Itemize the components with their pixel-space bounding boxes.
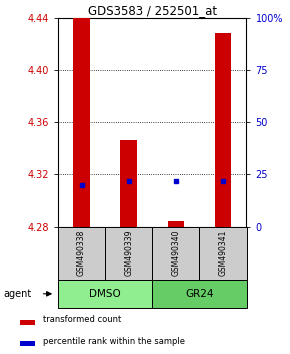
Bar — [20, 320, 35, 325]
Bar — [58, 280, 152, 308]
Text: GSM490338: GSM490338 — [77, 230, 86, 276]
Bar — [120, 141, 137, 227]
Bar — [215, 33, 231, 227]
Bar — [73, 18, 90, 227]
Text: transformed count: transformed count — [43, 315, 122, 324]
Bar — [200, 227, 246, 280]
Bar — [105, 227, 152, 280]
Bar — [58, 227, 105, 280]
Bar — [152, 227, 200, 280]
Title: GDS3583 / 252501_at: GDS3583 / 252501_at — [88, 4, 217, 17]
Bar — [152, 280, 246, 308]
Text: GSM490341: GSM490341 — [218, 230, 227, 276]
Bar — [20, 341, 35, 346]
Text: DMSO: DMSO — [89, 289, 121, 299]
Text: percentile rank within the sample: percentile rank within the sample — [43, 337, 185, 346]
Text: GR24: GR24 — [185, 289, 214, 299]
Text: GSM490339: GSM490339 — [124, 230, 133, 276]
Bar — [168, 221, 184, 227]
Text: agent: agent — [3, 289, 31, 299]
Text: GSM490340: GSM490340 — [171, 230, 180, 276]
